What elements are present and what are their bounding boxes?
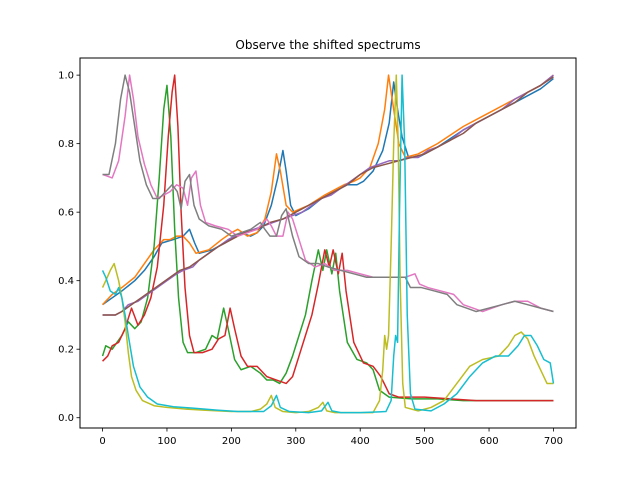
x-tick-label: 200: [222, 436, 241, 447]
series-line-6: [102, 76, 554, 316]
x-tick-label: 700: [544, 436, 563, 447]
series-layer: [101, 74, 555, 414]
chart-title: Observe the shifted spectrums: [235, 38, 420, 52]
tick-layer: 0 100 200 300 400 500 600 700 0.0 0.2 0.4 0.6 0.8 1.0: [58, 71, 563, 447]
y-tick-label: 0.8: [58, 139, 74, 150]
plot-frame: [79, 57, 577, 429]
x-tick-label: 600: [479, 436, 498, 447]
x-tick-label: 300: [286, 436, 305, 447]
series-line-4: [102, 74, 554, 402]
x-tick-label: 100: [157, 436, 176, 447]
y-tick-label: 0.4: [58, 276, 74, 287]
x-tick-label: 400: [351, 436, 370, 447]
y-tick-label: 0.6: [58, 208, 74, 219]
series-line-5: [102, 74, 554, 316]
x-tick-label: 500: [415, 436, 434, 447]
series-line-8: [102, 74, 554, 313]
x-tick-label: 0: [99, 436, 105, 447]
series-line-1: [102, 77, 554, 306]
y-tick-label: 0.2: [58, 345, 74, 356]
y-tick-label: 1.0: [58, 71, 74, 82]
series-line-10: [101, 74, 555, 414]
y-tick-label: 0.0: [58, 413, 74, 424]
